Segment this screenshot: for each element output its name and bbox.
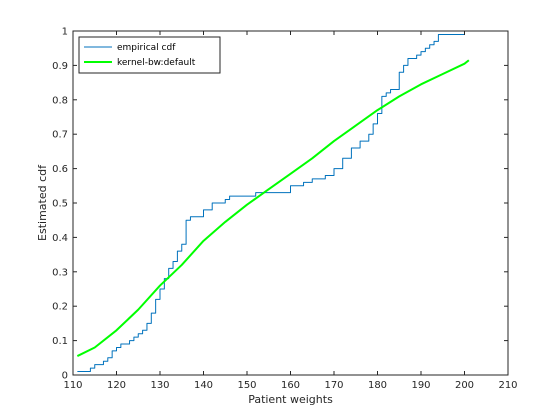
y-tick-label: 0.9 xyxy=(52,61,68,72)
y-axis-label: Estimated cdf xyxy=(36,164,49,241)
y-tick-label: 0.5 xyxy=(52,199,68,210)
series-line-kernel-bw-default xyxy=(76,59,470,357)
x-tick-label: 170 xyxy=(324,380,343,391)
ticks-layer: 110 120 130 140 150 160 170 180 190 200 210 0 0.1 0.2… xyxy=(52,27,517,392)
x-tick-label: 150 xyxy=(237,380,256,391)
legend-label-empirical-cdf: empirical cdf xyxy=(117,43,176,53)
x-tick-label: 180 xyxy=(368,380,387,391)
plot-area xyxy=(73,31,508,375)
y-tick-label: 1 xyxy=(62,27,68,38)
x-tick-label: 110 xyxy=(63,380,82,391)
x-tick-label: 200 xyxy=(455,380,474,391)
series-layer xyxy=(76,30,470,373)
series-line-empirical-cdf xyxy=(77,30,469,373)
y-tick-label: 0.3 xyxy=(52,267,68,278)
x-tick-label: 120 xyxy=(107,380,126,391)
y-tick-label: 0.2 xyxy=(52,302,68,313)
y-tick-label: 0.4 xyxy=(52,233,68,244)
x-axis-label: Patient weights xyxy=(248,393,333,406)
y-tick-label: 0.7 xyxy=(52,130,68,141)
y-tick-label: 0.1 xyxy=(52,336,68,347)
x-tick-label: 140 xyxy=(194,380,213,391)
legend: empirical cdf kernel-bw:default xyxy=(78,36,221,74)
x-tick-label: 160 xyxy=(281,380,300,391)
x-tick-label: 210 xyxy=(498,380,517,391)
x-tick-label: 190 xyxy=(411,380,430,391)
y-tick-label: 0.6 xyxy=(52,164,68,175)
y-tick-label: 0 xyxy=(62,371,68,382)
legend-box xyxy=(78,36,221,74)
x-tick-label: 130 xyxy=(150,380,169,391)
legend-label-kernel-bw-default: kernel-bw:default xyxy=(117,58,196,68)
y-tick-label: 0.8 xyxy=(52,95,68,106)
